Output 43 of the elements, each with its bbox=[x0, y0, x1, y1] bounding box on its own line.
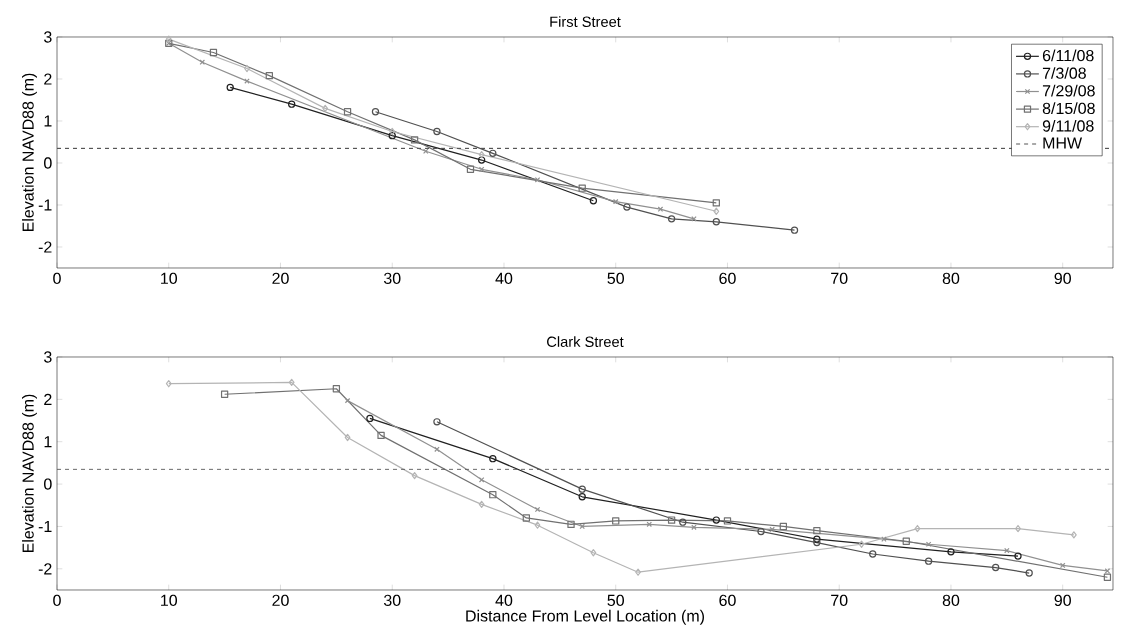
x-axis-title: Distance From Level Location (m) bbox=[466, 609, 704, 625]
x-tick-label: 70 bbox=[831, 594, 848, 607]
y-tick-label: 2 bbox=[44, 393, 52, 405]
x-tick-label: 80 bbox=[942, 272, 960, 285]
x-tick-label: 80 bbox=[942, 594, 960, 607]
y-tick-label: 3 bbox=[44, 31, 52, 43]
y-axis-title: Elevation NAVD88 (m) bbox=[22, 394, 37, 553]
x-tick-label: 10 bbox=[161, 272, 178, 285]
y-tick-label: -1 bbox=[38, 199, 52, 211]
x-tick-label: 30 bbox=[383, 594, 401, 607]
x-tick-label: 0 bbox=[53, 594, 61, 607]
x-tick-label: 0 bbox=[53, 272, 61, 285]
y-tick-label: 0 bbox=[44, 157, 52, 169]
chart-title: First Street bbox=[550, 16, 621, 27]
x-tick-label: 40 bbox=[495, 594, 513, 607]
ref-line-label: MHW bbox=[1043, 137, 1083, 149]
legend-label: 9/11/08 bbox=[1042, 119, 1094, 132]
x-tick-label: 60 bbox=[719, 594, 736, 607]
x-tick-label: 90 bbox=[1054, 272, 1071, 285]
y-tick-label: 2 bbox=[44, 73, 52, 85]
chart-title: Clark Street bbox=[547, 336, 624, 347]
y-tick-label: 3 bbox=[44, 351, 52, 363]
y-tick-label: -1 bbox=[38, 520, 52, 532]
y-tick-label: 0 bbox=[44, 478, 52, 490]
x-tick-label: 90 bbox=[1054, 594, 1071, 607]
legend-label: 6/11/08 bbox=[1042, 49, 1094, 62]
x-tick-label: 30 bbox=[383, 272, 401, 285]
x-tick-label: 50 bbox=[607, 272, 625, 285]
x-tick-label: 20 bbox=[272, 594, 289, 607]
x-tick-label: 50 bbox=[607, 594, 625, 607]
x-tick-label: 70 bbox=[831, 272, 848, 285]
y-tick-label: -2 bbox=[38, 563, 52, 575]
y-tick-label: -2 bbox=[38, 241, 52, 253]
legend-label: 7/3/08 bbox=[1042, 67, 1086, 79]
y-tick-label: 1 bbox=[44, 436, 52, 448]
y-axis-title: Elevation NAVD88 (m) bbox=[22, 73, 37, 232]
legend-label: 7/29/08 bbox=[1042, 84, 1095, 97]
x-tick-label: 10 bbox=[161, 594, 178, 607]
x-tick-label: 20 bbox=[272, 272, 289, 285]
legend-label: 8/15/08 bbox=[1042, 102, 1095, 115]
y-tick-label: 1 bbox=[44, 115, 52, 127]
x-tick-label: 40 bbox=[495, 272, 513, 285]
x-tick-label: 60 bbox=[719, 272, 736, 285]
